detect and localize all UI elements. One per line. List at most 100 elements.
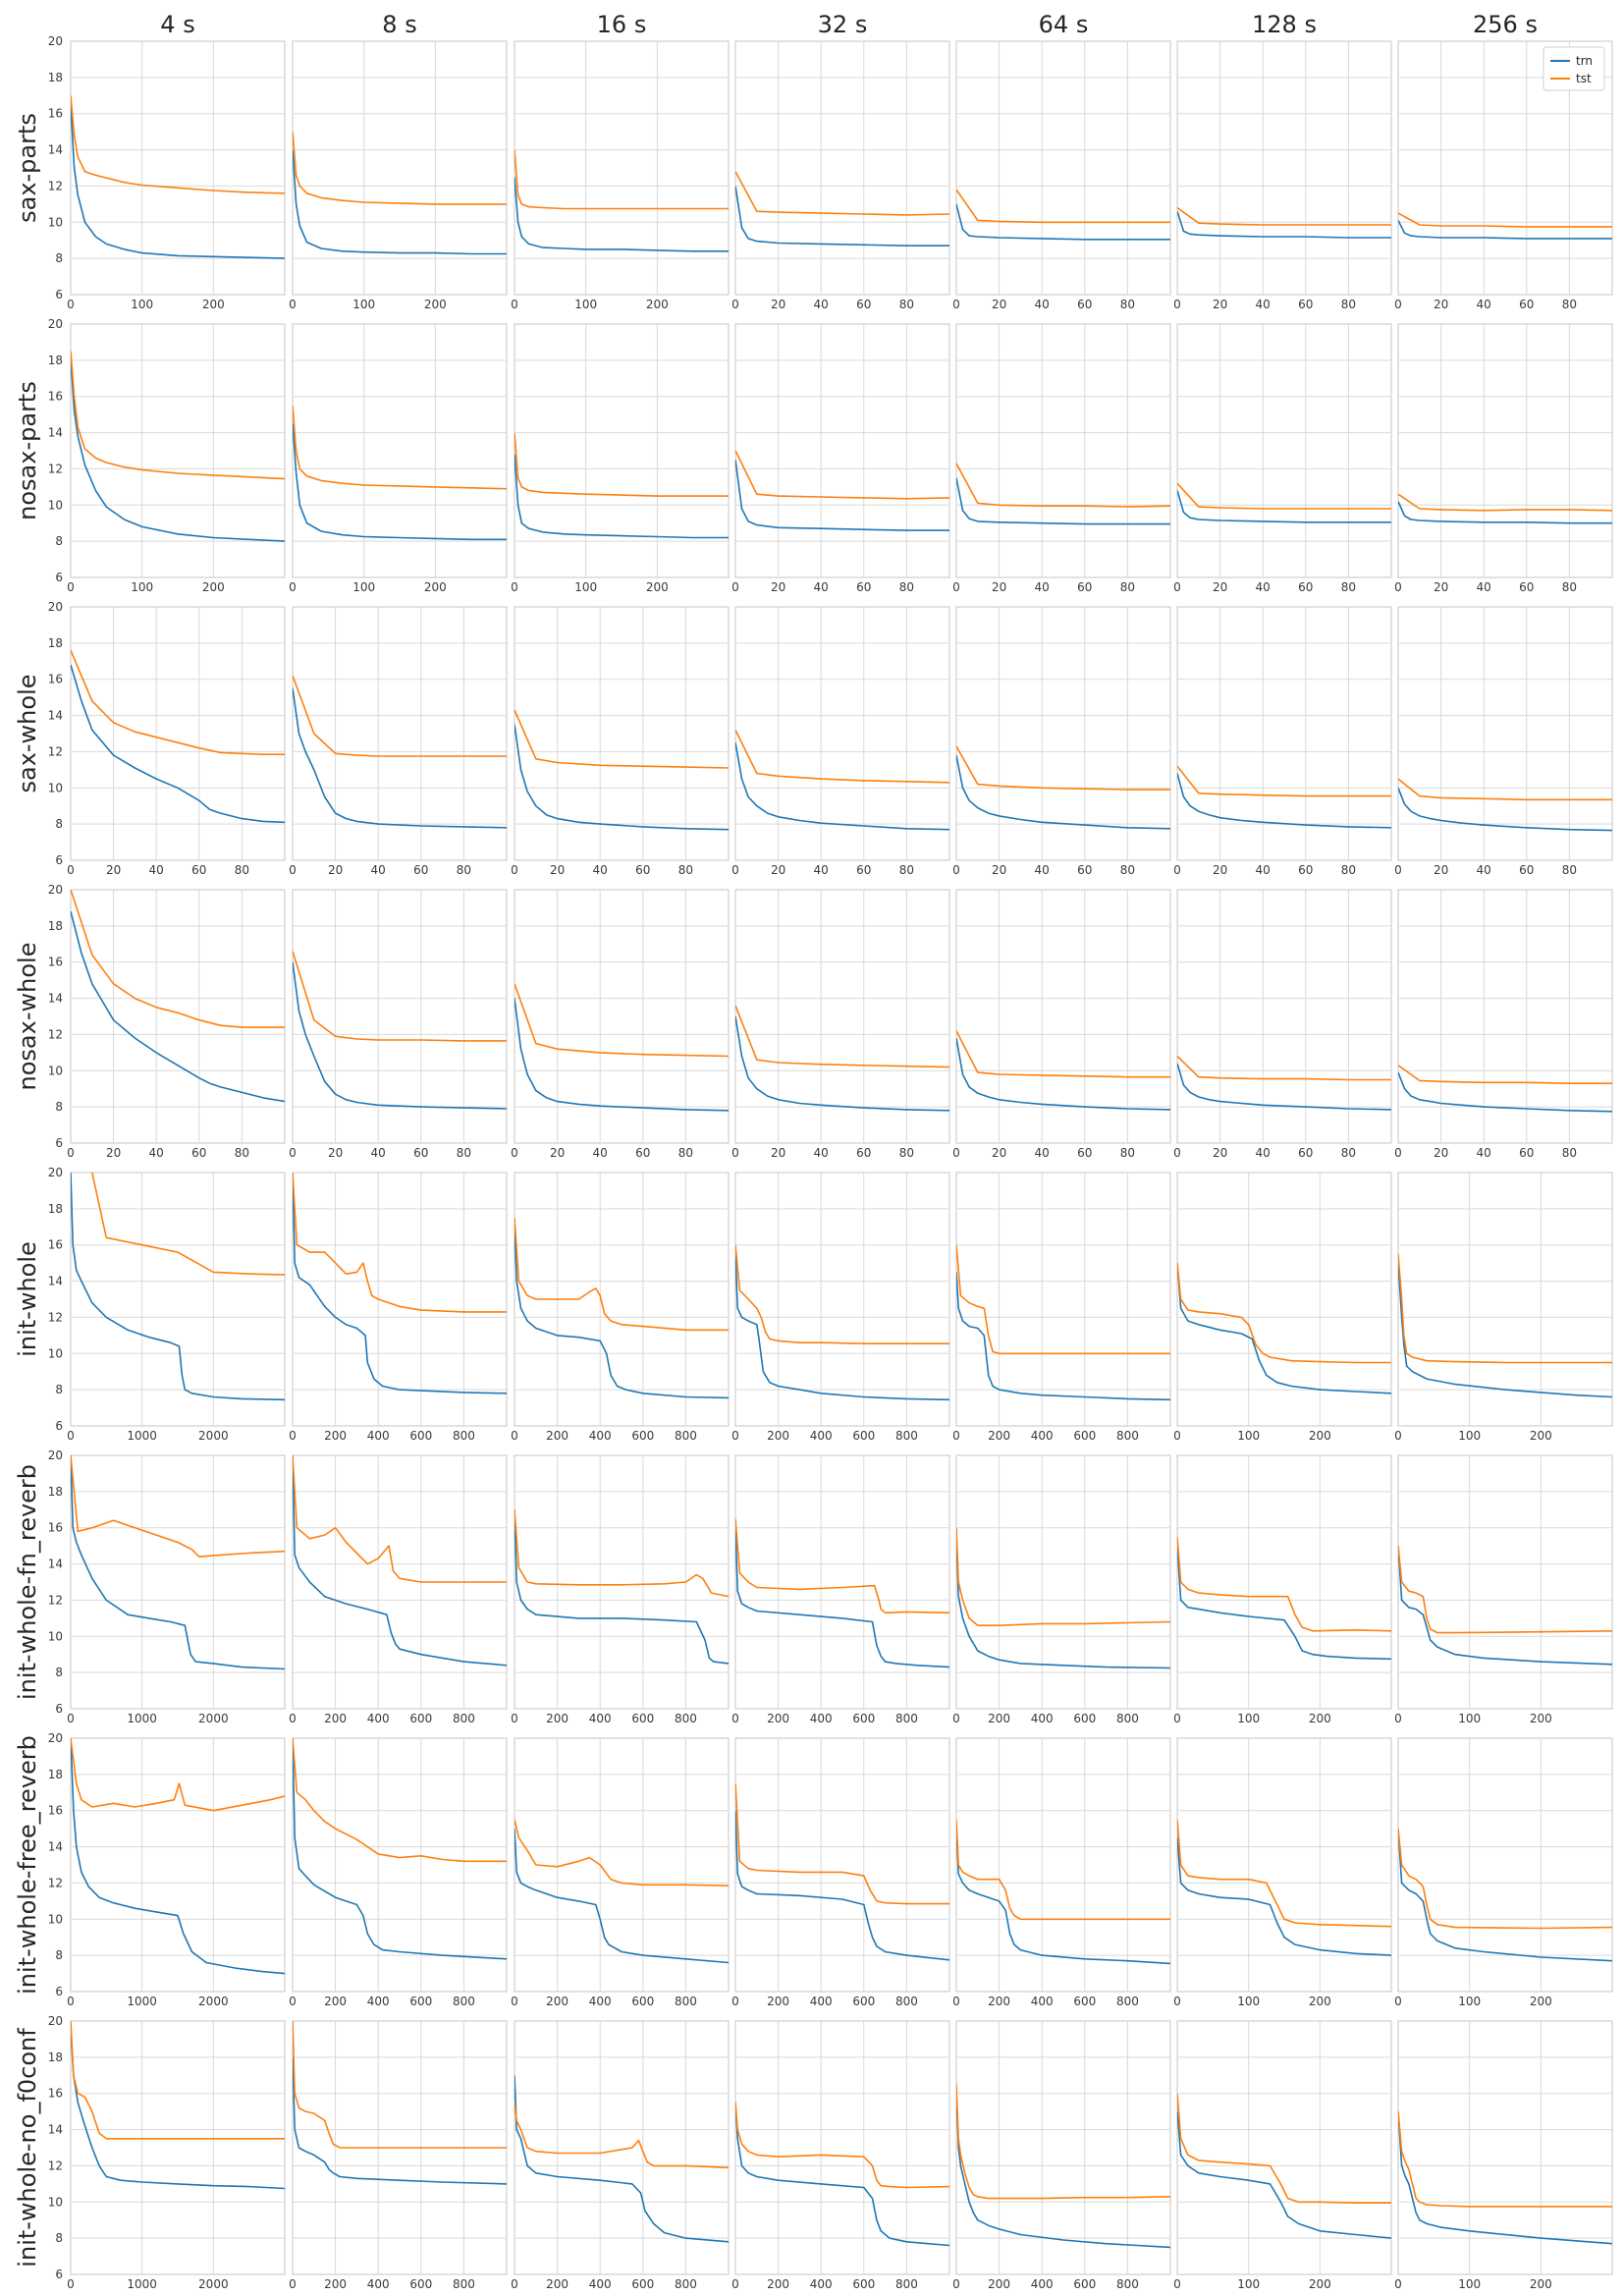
subplot-panel: 6 8 10 12 14 16 18 20 0 1000 2000 (48, 1166, 286, 1443)
x-tick-label: 20 (1213, 580, 1227, 594)
x-tick-label: 600 (631, 1429, 654, 1443)
series-line-tst (735, 1244, 949, 1344)
y-tick-label: 12 (48, 1027, 63, 1041)
panel-frame (1176, 2020, 1392, 2275)
subplot-panel: 0 200 400 600 800 (289, 1737, 508, 2008)
series-line-tst (1398, 212, 1612, 228)
x-tick-label: 60 (1298, 298, 1313, 311)
x-tick-label: 600 (631, 1995, 654, 2008)
x-tick-label: 400 (367, 2277, 390, 2291)
x-tick-label: 200 (324, 2277, 347, 2291)
x-tick-label: 100 (574, 580, 597, 594)
x-tick-label: 200 (1309, 1429, 1331, 1443)
x-tick-label: 80 (1562, 863, 1577, 877)
x-tick-label: 80 (678, 863, 693, 877)
x-tick-label: 40 (1256, 298, 1271, 311)
subplot-panel: 0 200 400 600 800 (511, 1737, 730, 2008)
x-tick-label: 0 (731, 863, 739, 877)
series-line-trn (735, 1253, 949, 1401)
series-line-trn (956, 2093, 1170, 2249)
panel-frame (734, 1737, 950, 1993)
x-tick-label: 200 (546, 2277, 568, 2291)
y-tick-label: 10 (48, 1912, 63, 1926)
x-tick-label: 0 (67, 1429, 75, 1443)
series-line-tst (293, 951, 507, 1042)
x-tick-label: 600 (631, 2277, 654, 2291)
series-line-trn (1177, 1063, 1391, 1111)
y-tick-label: 18 (48, 354, 63, 367)
subplot-panel: 0 20 40 60 80 (952, 323, 1171, 594)
x-tick-label: 400 (810, 1995, 833, 2008)
x-tick-label: 40 (814, 580, 829, 594)
x-tick-label: 200 (988, 1995, 1010, 2008)
x-tick-label: 800 (675, 1429, 697, 1443)
y-tick-label: 20 (48, 2014, 63, 2028)
x-tick-label: 80 (1341, 1146, 1356, 1160)
x-tick-label: 800 (895, 2277, 918, 2291)
subplot-panel: 0 20 40 60 80 (731, 323, 950, 594)
x-tick-label: 0 (67, 580, 75, 594)
series-line-tst (735, 729, 949, 784)
legend-frame (1543, 46, 1605, 91)
series-line-tst (514, 1218, 729, 1332)
x-tick-label: 100 (131, 580, 153, 594)
y-tick-label: 10 (48, 215, 63, 229)
x-tick-label: 0 (952, 1429, 960, 1443)
panel-frame (1397, 323, 1613, 578)
x-tick-label: 200 (988, 1429, 1010, 1443)
series-line-tst (956, 2084, 1170, 2200)
x-tick-label: 20 (1434, 863, 1448, 877)
series-line-trn (514, 998, 729, 1112)
panel-frame (734, 2020, 950, 2275)
series-line-trn (956, 477, 1170, 525)
x-tick-label: 40 (1035, 1146, 1050, 1160)
subplot-panel: 0 100 200 (1394, 1737, 1613, 2008)
x-tick-label: 200 (202, 580, 225, 594)
x-tick-label: 0 (1394, 298, 1402, 311)
series-line-tst (293, 405, 507, 490)
subplot-panel: 0 20 40 60 80 (1173, 323, 1392, 594)
panel-frame (1397, 606, 1613, 861)
series-line-tst (956, 1244, 1170, 1355)
x-tick-label: 80 (1341, 863, 1356, 877)
x-tick-label: 20 (328, 863, 343, 877)
x-tick-label: 800 (675, 2277, 697, 2291)
series-line-tst (956, 1527, 1170, 1626)
series-line-trn (71, 2030, 285, 2190)
y-tick-label: 16 (48, 2087, 63, 2101)
x-tick-label: 80 (1120, 863, 1135, 877)
panel-frame (955, 40, 1171, 296)
x-tick-label: 600 (409, 1429, 432, 1443)
x-tick-label: 800 (1116, 1712, 1139, 1725)
subplot-panel: 0 200 400 600 800 (952, 1172, 1171, 1443)
series-line-trn (293, 1738, 507, 1960)
x-tick-label: 1000 (127, 1712, 157, 1725)
x-tick-label: 400 (1031, 2277, 1054, 2291)
x-tick-label: 40 (149, 863, 164, 877)
y-tick-label: 8 (55, 1383, 63, 1396)
x-tick-label: 60 (191, 1146, 206, 1160)
y-tick-label: 14 (48, 426, 63, 440)
x-tick-label: 400 (1031, 1429, 1054, 1443)
series-line-tst (514, 2102, 729, 2169)
x-tick-label: 0 (67, 863, 75, 877)
x-tick-label: 800 (1116, 1429, 1139, 1443)
y-tick-label: 16 (48, 390, 63, 404)
x-tick-label: 100 (1458, 1995, 1481, 2008)
x-tick-label: 100 (1458, 2277, 1481, 2291)
panel-frame (70, 2020, 286, 2275)
x-tick-label: 0 (289, 298, 297, 311)
x-tick-label: 400 (367, 1429, 390, 1443)
panel-frame (70, 1737, 286, 1993)
x-tick-label: 60 (635, 863, 650, 877)
x-tick-label: 0 (952, 2277, 960, 2291)
series-line-tst (71, 351, 285, 480)
panel-frame (1176, 889, 1392, 1144)
x-tick-label: 600 (852, 1429, 875, 1443)
series-line-tst (514, 709, 729, 769)
x-tick-label: 0 (1394, 863, 1402, 877)
series-line-trn (1177, 1263, 1391, 1394)
x-tick-label: 80 (1341, 580, 1356, 594)
x-tick-label: 0 (952, 298, 960, 311)
